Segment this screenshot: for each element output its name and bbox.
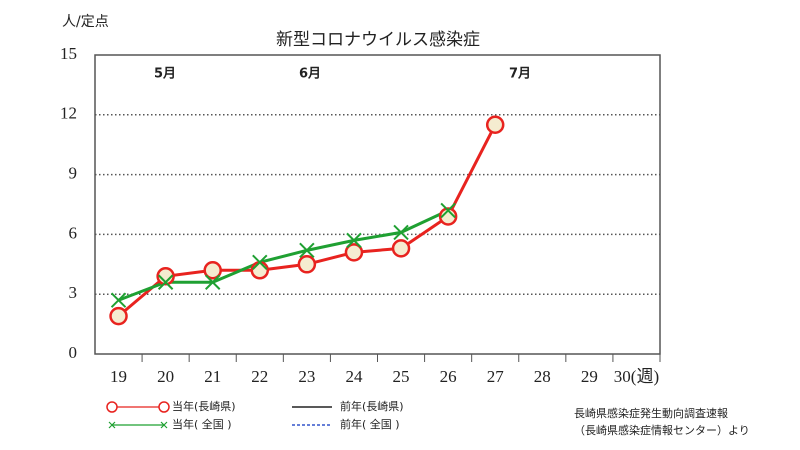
legend-label: 前年( 全国 ) [340,417,400,431]
point [391,239,411,258]
legend-label: 前年(長崎県) [340,399,404,413]
x-tick-label: 20 [157,367,174,386]
point [440,202,456,219]
chart-title: 新型コロナウイルス感染症 [276,30,480,50]
point [346,232,362,249]
y-tick-label: 0 [69,343,78,362]
point [438,207,458,226]
point [299,242,315,259]
series-line [117,124,497,318]
y-tick-label: 6 [69,223,78,242]
point [110,292,127,308]
plot-frame [94,54,661,355]
legend-marker [160,421,168,429]
legend-marker [158,401,170,413]
point [109,306,128,326]
source-note: 長崎県感染症発生動向調査速報 [574,406,728,420]
point [157,274,174,290]
source-note: （長崎県感染症情報センター）より [574,423,750,437]
x-tick-label: 21 [204,367,221,386]
y-tick-label: 9 [69,164,78,183]
point [250,261,270,280]
x-tick-label: 25 [393,367,410,386]
x-tick-label: 28 [534,367,551,386]
point [156,267,175,286]
x-tick-label: 23 [298,367,315,386]
point [252,254,268,271]
point [344,243,364,262]
y-tick-label: 12 [60,104,77,123]
legend-marker [106,401,118,413]
x-tick-label: 30(週) [614,367,659,386]
month-label: 5月 [154,67,176,82]
x-tick-label: 27 [487,367,505,386]
point [485,115,505,135]
month-label: 6月 [299,67,321,82]
legend-marker [108,421,116,429]
x-tick-label: 22 [251,367,268,386]
month-label: 7月 [509,67,531,82]
point [297,255,317,274]
x-tick-label: 19 [110,367,127,386]
point [393,224,409,241]
point [205,274,221,290]
x-tick-label: 24 [345,367,363,386]
point [203,261,222,280]
y-tick-label: 3 [69,283,78,302]
y-axis-label: 人/定点 [62,14,109,30]
y-tick-label: 15 [60,44,77,63]
x-tick-label: 26 [440,367,457,386]
legend-label: 当年( 全国 ) [172,417,232,431]
legend-label: 当年(長崎県) [172,399,236,413]
series-line [118,209,449,302]
x-tick-label: 29 [581,367,598,386]
